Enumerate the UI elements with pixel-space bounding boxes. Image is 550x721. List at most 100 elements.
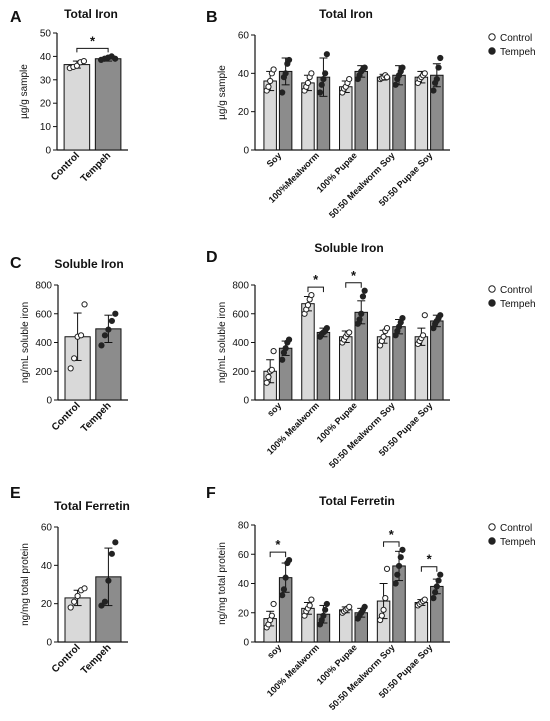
data-point	[437, 312, 444, 319]
x-tick-label: Tempeh	[79, 642, 113, 676]
legend-label-control: Control	[500, 523, 532, 534]
data-point	[358, 310, 365, 317]
y-tick-label: 0	[243, 638, 249, 649]
legend-label-control: Control	[500, 33, 532, 44]
data-point	[285, 557, 293, 564]
significance-bracket	[269, 551, 287, 558]
bar-control	[63, 64, 91, 151]
data-point	[382, 595, 389, 602]
data-point	[304, 302, 312, 309]
panel-title: Total Ferretin	[319, 494, 395, 508]
panel-letter: A	[10, 9, 22, 26]
data-point	[67, 365, 74, 372]
data-point	[380, 606, 387, 613]
panel-title: Total Iron	[64, 7, 118, 21]
x-tick-label: 50:50 Mealworm Soy	[327, 150, 397, 220]
data-point	[323, 325, 330, 332]
data-point	[430, 595, 437, 602]
data-point	[383, 565, 391, 572]
data-point	[73, 62, 80, 69]
data-point	[346, 603, 353, 611]
data-point	[308, 596, 315, 603]
data-point	[421, 312, 428, 319]
bar-tempeh	[278, 347, 293, 401]
y-tick-label: 400	[35, 338, 52, 349]
y-tick-label: 0	[46, 396, 52, 407]
data-point	[433, 75, 440, 83]
data-point	[71, 598, 78, 605]
data-point	[105, 326, 112, 333]
bar-tempeh	[94, 58, 122, 151]
panel-letter: E	[10, 485, 21, 502]
data-point	[268, 612, 275, 619]
y-tick-label: 40	[40, 52, 52, 63]
data-point	[392, 580, 399, 587]
data-point	[435, 577, 442, 584]
data-point	[397, 554, 404, 561]
data-point	[279, 592, 286, 599]
data-point	[322, 606, 329, 613]
legend-marker-tempeh	[488, 47, 496, 55]
y-tick-label: 600	[35, 309, 52, 320]
y-tick-label: 600	[232, 309, 249, 320]
data-point	[112, 310, 119, 317]
data-point	[105, 577, 112, 584]
data-point	[67, 604, 74, 611]
y-tick-label: 20	[40, 99, 52, 110]
legend-marker-control	[488, 285, 496, 293]
data-point	[285, 56, 293, 64]
y-tick-label: 40	[238, 579, 250, 590]
data-point	[361, 64, 368, 71]
data-point	[394, 571, 401, 578]
data-point	[279, 89, 286, 96]
bar-tempeh	[354, 70, 368, 151]
data-point	[112, 539, 119, 546]
data-point	[74, 592, 81, 600]
significance-star: *	[427, 552, 433, 567]
legend-label-tempeh: Tempeh	[500, 299, 536, 310]
data-point	[108, 317, 115, 325]
bar-control	[376, 76, 391, 151]
x-tick-label: Control	[50, 642, 83, 675]
data-point	[433, 583, 440, 590]
y-tick-label: 10	[40, 122, 52, 133]
panel-letter: D	[206, 249, 218, 266]
data-point	[270, 600, 277, 608]
data-point	[101, 332, 109, 339]
data-point	[346, 75, 353, 83]
data-point	[267, 77, 274, 85]
y-axis-label: µg/g sample	[217, 65, 228, 120]
y-axis-label: ng/mL soluble iron	[217, 302, 228, 383]
y-tick-label: 0	[46, 638, 52, 649]
y-tick-label: 40	[41, 561, 53, 572]
bar-control	[339, 336, 353, 401]
data-point	[432, 589, 439, 596]
y-tick-label: 0	[45, 146, 51, 157]
x-tick-label: 50:50 Mealworm Soy	[327, 400, 397, 470]
x-tick-label: soy	[265, 642, 283, 660]
x-tick-label: Soy	[265, 150, 284, 169]
data-point	[316, 89, 324, 96]
legend-label-tempeh: Tempeh	[500, 47, 536, 58]
data-point	[356, 316, 363, 323]
data-point	[282, 574, 289, 581]
data-point	[399, 546, 406, 553]
significance-bracket	[420, 566, 438, 572]
data-point	[399, 64, 406, 71]
data-point	[320, 75, 327, 83]
panel-title: Total Ferretin	[54, 499, 130, 513]
data-point	[80, 57, 88, 65]
data-point	[263, 379, 270, 386]
data-point	[320, 612, 327, 619]
bar-control	[414, 76, 429, 151]
data-point	[270, 66, 277, 73]
data-point	[421, 596, 428, 603]
significance-star: *	[90, 33, 96, 48]
y-tick-label: 60	[41, 523, 53, 534]
bar-control	[301, 303, 315, 401]
y-tick-label: 200	[232, 367, 249, 378]
bar-tempeh	[316, 331, 331, 401]
panel-title: Soluble Iron	[54, 257, 123, 271]
y-axis-label: ng/mg total protein	[217, 542, 228, 625]
